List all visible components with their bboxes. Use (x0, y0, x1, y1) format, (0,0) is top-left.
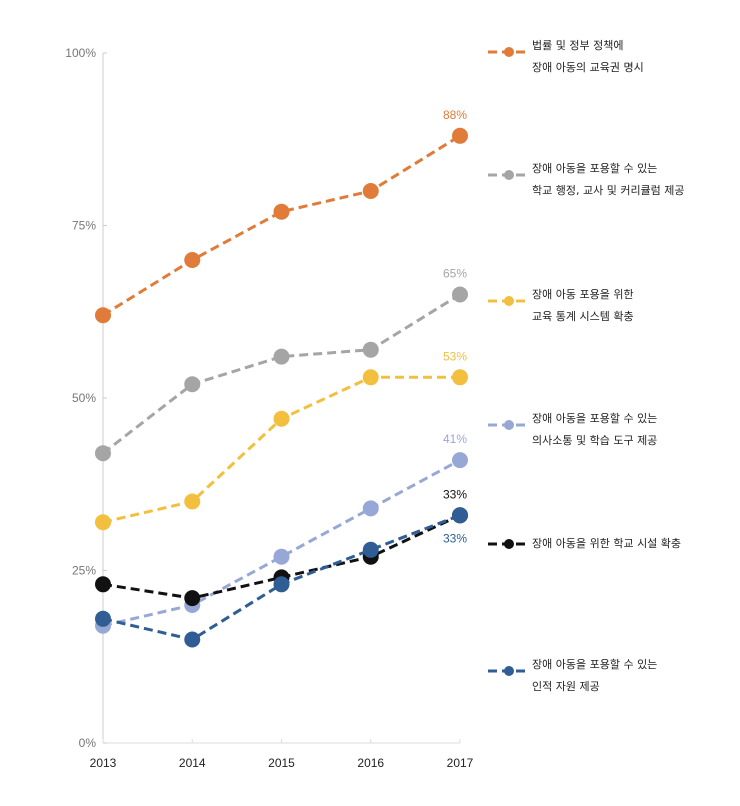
legend-swatch-icon (488, 296, 530, 306)
axes: 0% 25% 50% 75% 100% 2013 2014 2015 2016 2017 (65, 46, 473, 770)
x-tick-label: 2015 (268, 756, 295, 770)
series-lines (95, 127, 468, 648)
data-point (273, 348, 290, 365)
x-tick-label: 2016 (357, 756, 384, 770)
data-point (95, 445, 111, 462)
data-point (273, 410, 290, 427)
x-tick-label: 2014 (179, 756, 206, 770)
series-line (102, 375, 460, 524)
legend-label: 장애 아동을 위한 학교 시설 확충 (532, 537, 682, 550)
series-0 (95, 127, 468, 324)
data-point (273, 203, 290, 220)
x-tick-label: 2013 (90, 756, 117, 770)
series-line (102, 293, 461, 455)
y-tick-label: 100% (65, 46, 96, 60)
data-label: 88% (443, 108, 467, 122)
series-1 (95, 286, 468, 462)
legend-swatch-icon (488, 539, 530, 549)
series-2 (95, 369, 468, 531)
data-label: 65% (443, 267, 467, 281)
data-point (362, 183, 379, 199)
series-line (102, 134, 461, 317)
end-labels: 88% 65% 53% 41% 33% 33% (443, 108, 467, 545)
legend-label: 장애 아동을 포용할 수 있는 의사소통 및 학습 도구 제공 (532, 412, 658, 447)
series-3 (95, 452, 468, 634)
series-5 (95, 507, 468, 648)
data-point (184, 252, 201, 268)
data-point (452, 452, 468, 469)
legend-swatch-icon (488, 666, 530, 676)
data-point (362, 500, 379, 517)
data-point (95, 576, 111, 593)
data-point (95, 307, 111, 324)
data-label: 41% (443, 432, 467, 446)
data-label: 53% (443, 349, 467, 363)
data-point (452, 127, 468, 144)
data-point (362, 341, 379, 358)
data-label: 33% (443, 531, 467, 545)
y-tick-label: 50% (72, 391, 96, 405)
series-line (102, 458, 461, 628)
legend-label: 장애 아동을 포용할 수 있는 학교 행정, 교사 및 커리큘럼 제공 (532, 162, 685, 197)
legend-label: 장애 아동을 포용할 수 있는 인적 자원 제공 (532, 658, 658, 693)
data-point (184, 493, 201, 510)
legend-label: 법률 및 정부 정책에 장애 아동의 교육권 명시 (532, 39, 644, 74)
legend-label: 장애 아동 포용을 위한 교육 통계 시스템 확충 (532, 288, 634, 323)
data-point (273, 576, 290, 593)
data-point (184, 376, 201, 393)
data-point (273, 548, 290, 565)
data-point (95, 610, 111, 627)
data-point (362, 541, 379, 558)
data-label: 33% (443, 487, 467, 501)
x-tick-label: 2017 (447, 756, 474, 770)
legend-swatch-icon (488, 47, 530, 57)
legend-swatch-icon (488, 420, 530, 430)
data-point (452, 369, 468, 386)
data-point (452, 507, 468, 524)
data-point (95, 514, 111, 531)
legend-swatch-icon (488, 170, 530, 180)
y-tick-label: 25% (72, 564, 96, 578)
series-line (102, 513, 461, 600)
data-point (362, 369, 379, 386)
data-point (184, 590, 201, 607)
data-point (452, 286, 468, 303)
y-tick-label: 0% (79, 736, 97, 750)
y-tick-label: 75% (72, 219, 96, 233)
data-point (184, 631, 201, 648)
